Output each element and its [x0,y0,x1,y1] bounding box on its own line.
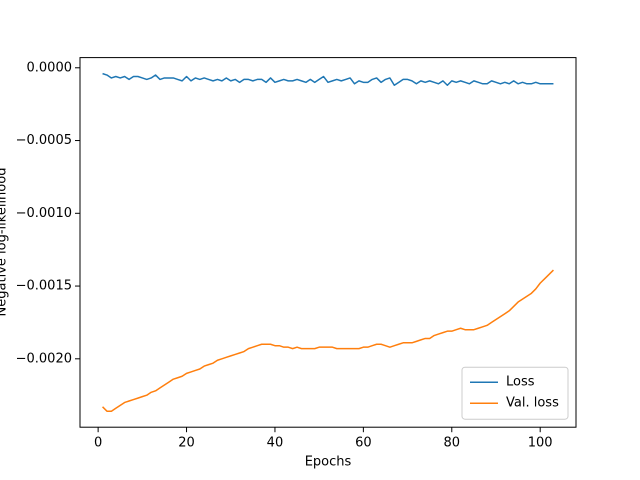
x-tick-label: 100 [528,436,553,451]
y-tick-label: −0.0005 [16,133,72,148]
x-tick-label: 80 [444,436,461,451]
y-tick-label: −0.0010 [16,206,72,221]
x-tick-label: 0 [94,436,102,451]
x-tick-label: 20 [178,436,195,451]
series-line [102,72,554,86]
y-tick-label: 0.0000 [27,60,73,75]
legend-label: Loss [506,375,535,390]
axes-frame [79,57,577,428]
x-axis-label: Epochs [305,455,352,470]
legend-box [461,366,569,420]
x-tick-label: 60 [355,436,372,451]
legend-label: Val. loss [506,396,559,411]
y-tick-label: −0.0015 [16,279,72,294]
y-axis-label: Negative log-likelihood [0,168,10,317]
y-tick-label: −0.0020 [16,351,72,366]
series-line [102,269,554,412]
x-tick-label: 40 [267,436,284,451]
